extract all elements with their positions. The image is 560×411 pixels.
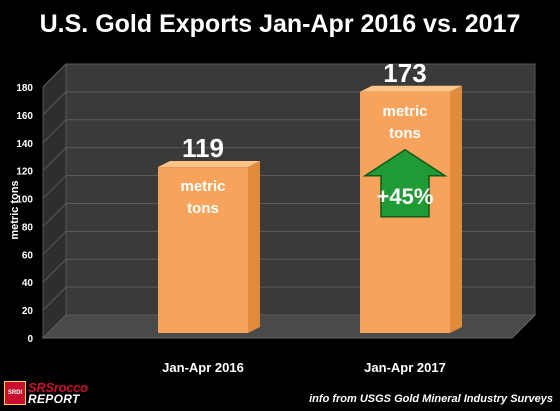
y-axis-label: metric tons <box>9 180 21 239</box>
y-tick-label: 140 <box>16 139 33 150</box>
bar <box>158 167 248 333</box>
chart-title: U.S. Gold Exports Jan-Apr 2016 vs. 2017 <box>40 10 521 38</box>
gridline-side <box>42 63 67 88</box>
y-tick-label: 180 <box>16 83 33 94</box>
gridline-side <box>42 147 67 172</box>
bar-top <box>158 161 260 168</box>
x-tick-label: Jan-Apr 2016 <box>162 360 244 375</box>
y-tick-label: 40 <box>22 278 34 289</box>
growth-annotation: +45% <box>377 184 434 209</box>
bar-value-label: 173 <box>383 58 426 88</box>
y-tick-label: 60 <box>22 250 34 261</box>
y-tick-label: 20 <box>22 306 34 317</box>
bar-unit-label: metric <box>382 103 427 120</box>
chart-bars <box>158 85 462 333</box>
up-arrow-icon <box>362 148 448 218</box>
y-tick-label: 80 <box>22 222 34 233</box>
gridline-side <box>42 91 67 116</box>
bar-side <box>450 85 462 333</box>
source-note: info from USGS Gold Mineral Industry Sur… <box>309 393 553 405</box>
y-tick-label: 100 <box>16 195 33 206</box>
logo-badge: SRDI <box>4 381 26 405</box>
bar-value-label: 119 <box>182 133 224 163</box>
gridline-side <box>42 314 67 339</box>
gridline-side <box>42 258 67 283</box>
bar-top <box>360 85 462 92</box>
bar-unit-label: tons <box>187 200 219 217</box>
bar-unit-label: tons <box>389 125 421 142</box>
gridline-side <box>42 230 67 255</box>
srsrocco-logo: SRDI SRSrocco REPORT <box>4 379 116 406</box>
bar-side <box>248 161 260 333</box>
gridline-side <box>42 175 67 199</box>
bar-unit-label: metric <box>180 178 225 195</box>
x-tick-label: Jan-Apr 2017 <box>364 360 446 375</box>
gridline-side <box>42 203 67 227</box>
gridline-side <box>42 119 67 144</box>
side-wall <box>42 62 67 340</box>
chart-labels: 119 metric tons Jan-Apr 2016 173 metric tons Ja… <box>162 58 448 375</box>
y-tick-label: 0 <box>27 334 33 345</box>
logo-text-bottom: REPORT <box>28 392 80 406</box>
y-tick-label: 160 <box>16 111 33 122</box>
y-tick-label: 120 <box>16 167 33 178</box>
logo-text-top: SRSrocco <box>28 380 88 395</box>
gridline-side <box>42 286 67 311</box>
back-wall <box>65 63 536 316</box>
